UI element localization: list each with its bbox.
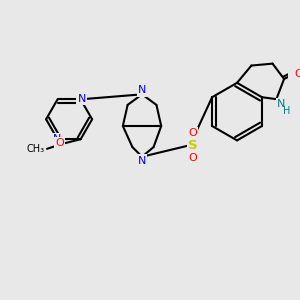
Text: CH₃: CH₃ bbox=[27, 144, 45, 154]
Text: H: H bbox=[283, 106, 291, 116]
Text: N: N bbox=[277, 99, 285, 109]
Text: N: N bbox=[138, 156, 146, 166]
Text: O: O bbox=[188, 153, 197, 163]
Text: N: N bbox=[138, 85, 146, 95]
Text: N: N bbox=[52, 134, 61, 144]
Text: N: N bbox=[77, 94, 86, 104]
Text: S: S bbox=[188, 139, 198, 152]
Text: O: O bbox=[55, 138, 64, 148]
Text: O: O bbox=[188, 128, 197, 138]
Text: O: O bbox=[294, 69, 300, 79]
